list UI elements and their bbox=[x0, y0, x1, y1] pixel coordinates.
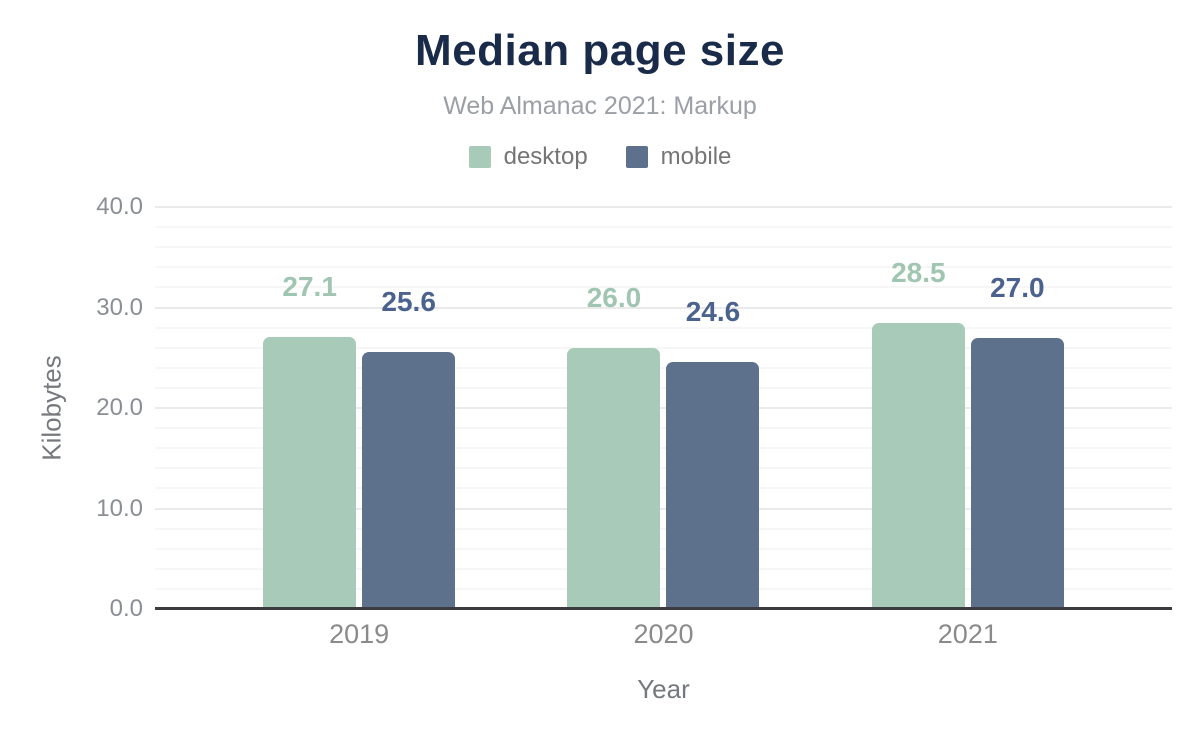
bar-mobile-2020 bbox=[666, 361, 760, 609]
minor-gridline bbox=[155, 266, 1172, 269]
chart-title: Median page size bbox=[415, 26, 785, 75]
y-tick-30.0: 30.0 bbox=[96, 293, 143, 321]
major-gridline bbox=[155, 407, 1172, 409]
minor-gridline bbox=[155, 527, 1172, 530]
bar-column-mobile-2019: 25.6 bbox=[362, 207, 456, 609]
bar-group-2020: 26.0 24.6 bbox=[511, 207, 815, 609]
bar-mobile-2019 bbox=[362, 351, 456, 609]
legend-swatch-mobile bbox=[625, 146, 648, 168]
minor-gridline bbox=[155, 346, 1172, 349]
major-gridline bbox=[155, 306, 1172, 309]
minor-gridline bbox=[155, 447, 1172, 450]
y-tick-20.0: 20.0 bbox=[96, 394, 143, 421]
bar-group-2021: 28.5 27.0 bbox=[816, 207, 1120, 609]
bar-value-label-desktop-2019: 27.1 bbox=[282, 270, 337, 302]
minor-gridline bbox=[155, 427, 1172, 430]
bar-value-label-desktop-2020: 26.0 bbox=[586, 281, 642, 313]
bar-column-mobile-2020: 24.6 bbox=[666, 207, 760, 609]
major-gridline bbox=[155, 507, 1172, 510]
minor-gridline bbox=[155, 286, 1172, 289]
x-tick-2021: 2021 bbox=[937, 619, 998, 649]
y-tick-10.0: 10.0 bbox=[96, 494, 143, 522]
minor-gridline bbox=[155, 326, 1172, 329]
minor-gridline bbox=[155, 226, 1172, 229]
legend-swatch-desktop bbox=[468, 146, 491, 168]
x-tick-2019: 2019 bbox=[329, 619, 390, 649]
minor-gridline bbox=[155, 467, 1172, 470]
bar-value-label-desktop-2021: 28.5 bbox=[891, 256, 946, 288]
legend-label-desktop: desktop bbox=[503, 143, 588, 170]
minor-gridline bbox=[155, 366, 1172, 369]
bar-column-desktop-2019: 27.1 bbox=[263, 207, 357, 609]
bar-value-label-mobile-2019: 25.6 bbox=[381, 285, 436, 317]
bar-desktop-2021 bbox=[871, 322, 965, 609]
bar-column-desktop-2021: 28.5 bbox=[871, 207, 965, 609]
bar-group-2019: 27.1 25.6 bbox=[207, 207, 511, 609]
chart-subtitle: Web Almanac 2021: Markup bbox=[443, 92, 757, 120]
x-axis-ticks: 2019 2020 2021 bbox=[155, 619, 1172, 650]
x-axis-line bbox=[155, 607, 1172, 610]
bar-column-desktop-2020: 26.0 bbox=[567, 207, 661, 609]
bar-value-label-mobile-2020: 24.6 bbox=[685, 295, 741, 327]
minor-gridline bbox=[155, 487, 1172, 490]
legend: desktop mobile bbox=[0, 143, 1200, 171]
minor-gridline bbox=[155, 587, 1172, 590]
bar-column-mobile-2021: 27.0 bbox=[970, 207, 1064, 609]
legend-label-mobile: mobile bbox=[660, 143, 732, 170]
minor-gridline bbox=[155, 547, 1172, 550]
x-tick-2020: 2020 bbox=[633, 619, 694, 649]
y-axis-ticks: 0.0 10.0 20.0 30.0 40.0 bbox=[0, 195, 143, 621]
bar-desktop-2019 bbox=[263, 336, 357, 609]
bar-desktop-2020 bbox=[567, 347, 661, 609]
x-axis-title: Year bbox=[637, 674, 690, 704]
bar-value-label-mobile-2021: 27.0 bbox=[990, 271, 1045, 303]
bar-mobile-2021 bbox=[970, 337, 1064, 609]
y-tick-0.0: 0.0 bbox=[109, 595, 143, 622]
bars-layer: 27.1 25.6 26.0 24.6 28.5 27.0 bbox=[155, 207, 1172, 609]
plot-area: 27.1 25.6 26.0 24.6 28.5 27.0 bbox=[155, 206, 1172, 610]
minor-gridline bbox=[155, 386, 1172, 389]
legend-item-mobile: mobile bbox=[625, 143, 732, 171]
y-tick-40.0: 40.0 bbox=[96, 193, 143, 220]
minor-gridline bbox=[155, 246, 1172, 249]
major-gridline bbox=[155, 206, 1172, 208]
legend-item-desktop: desktop bbox=[468, 143, 588, 171]
minor-gridline bbox=[155, 567, 1172, 570]
